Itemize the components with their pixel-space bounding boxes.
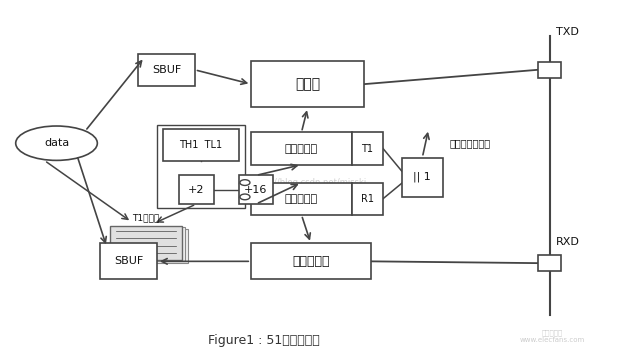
Text: SBUF: SBUF xyxy=(114,256,143,266)
Text: 电子发烧友
www.elecfans.com: 电子发烧友 www.elecfans.com xyxy=(520,330,585,343)
Bar xyxy=(157,125,245,208)
Text: 接收控制器: 接收控制器 xyxy=(285,194,318,204)
Text: +16: +16 xyxy=(244,185,268,195)
Circle shape xyxy=(240,194,250,200)
Bar xyxy=(239,175,273,204)
Text: 去中断服务程序: 去中断服务程序 xyxy=(449,138,490,148)
Bar xyxy=(402,158,443,197)
Text: +2: +2 xyxy=(188,185,205,195)
Text: http://blog.csdn.net/misski...: http://blog.csdn.net/misski... xyxy=(254,178,374,187)
Bar xyxy=(100,243,157,279)
Text: || 1: || 1 xyxy=(413,172,431,183)
Text: 发送控制器: 发送控制器 xyxy=(285,144,318,154)
Bar xyxy=(251,183,352,215)
Text: T1: T1 xyxy=(361,144,374,154)
Text: R1: R1 xyxy=(361,194,374,204)
Bar xyxy=(116,229,188,263)
Text: Figure1 : 51串行口结构: Figure1 : 51串行口结构 xyxy=(208,334,320,347)
Bar xyxy=(538,255,561,271)
Text: 移位寄存器: 移位寄存器 xyxy=(292,255,330,268)
Bar xyxy=(352,132,383,165)
Text: TH1  TL1: TH1 TL1 xyxy=(180,140,222,150)
Circle shape xyxy=(240,180,250,185)
Bar xyxy=(163,129,239,161)
Ellipse shape xyxy=(16,126,97,160)
Bar xyxy=(352,183,383,215)
Bar xyxy=(179,175,214,204)
Text: RXD: RXD xyxy=(556,237,580,247)
Text: data: data xyxy=(44,138,69,148)
Bar xyxy=(251,243,371,279)
Bar xyxy=(538,62,561,78)
Bar xyxy=(113,227,185,261)
Text: T1溢出率: T1溢出率 xyxy=(133,213,160,222)
Bar xyxy=(110,226,182,260)
Bar xyxy=(251,61,364,107)
Text: TXD: TXD xyxy=(556,27,578,37)
Bar xyxy=(138,54,195,86)
Text: SBUF: SBUF xyxy=(152,65,181,75)
Bar xyxy=(251,132,352,165)
Text: 控制门: 控制门 xyxy=(295,77,320,91)
